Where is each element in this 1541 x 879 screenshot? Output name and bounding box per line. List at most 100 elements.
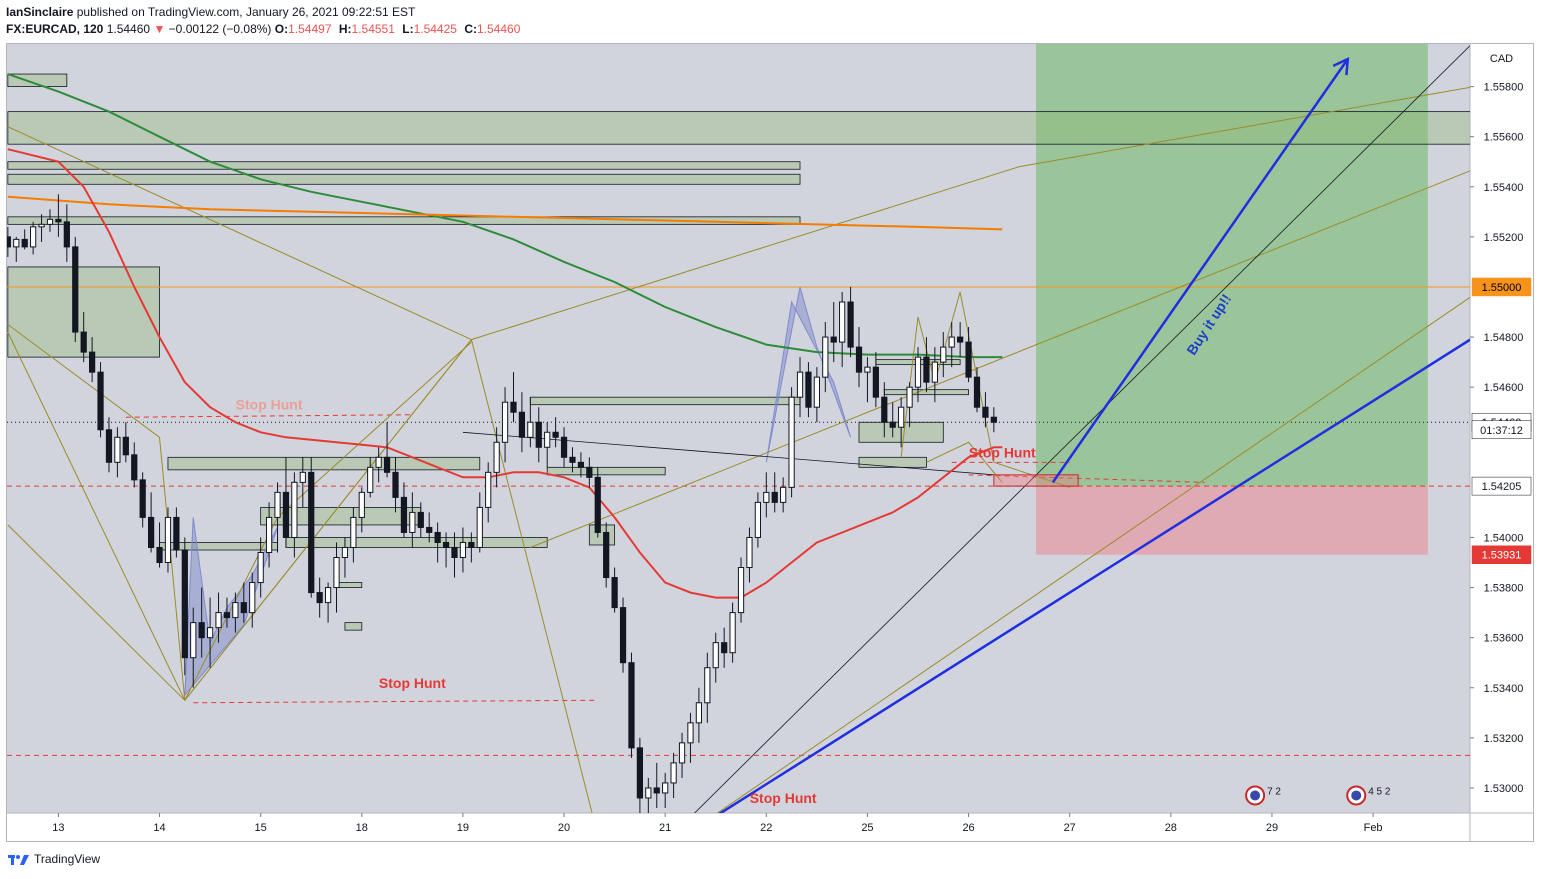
x-tick-label: 22 [760, 822, 772, 834]
candle-body [636, 747, 644, 799]
pattern-line [530, 170, 1470, 548]
candle-body [645, 787, 652, 799]
x-tick-label: 18 [356, 822, 368, 834]
candle-body [721, 642, 728, 654]
candle-body [122, 436, 129, 456]
candle-body [501, 401, 509, 443]
candle-up [695, 687, 703, 743]
price-badge-label: 1.55000 [1482, 282, 1522, 294]
candle-down [417, 502, 424, 538]
candle-body [13, 238, 20, 248]
candle-down [131, 442, 138, 488]
candle-body [965, 341, 972, 378]
candle-down [89, 337, 96, 383]
last-price: 1.54460 [106, 22, 151, 36]
open-label: O: [274, 22, 289, 36]
candle-down [855, 327, 863, 388]
tradingview-logo-icon[interactable] [8, 852, 30, 866]
candle-up [662, 772, 669, 808]
candle-body [678, 742, 686, 764]
sr-zone [7, 216, 801, 225]
candle-up [898, 397, 905, 448]
candle-body [535, 421, 542, 448]
event-flag-inner [1250, 790, 1261, 801]
candle-body [21, 238, 28, 248]
candle-body [510, 401, 517, 413]
candle-body [215, 612, 222, 629]
x-tick-label: 26 [962, 822, 974, 834]
candle-up [914, 347, 922, 403]
candle-body [931, 361, 938, 383]
stop-hunt-label: Stop Hunt [750, 790, 817, 806]
candle-down [80, 312, 87, 363]
currency-label: CAD [1490, 53, 1513, 65]
candle-up [754, 492, 761, 548]
candle-body [628, 662, 635, 749]
candle-down [105, 417, 113, 473]
candle-body [198, 622, 205, 639]
candle-body [350, 516, 357, 548]
candle-down [400, 482, 408, 538]
candle-up [485, 462, 492, 523]
candle-down [198, 587, 205, 658]
candle-body [468, 541, 475, 548]
candle-up [409, 492, 416, 548]
candle-body [63, 221, 70, 248]
candle-body [594, 476, 601, 533]
candle-up [645, 777, 652, 813]
candle-body [46, 218, 54, 225]
candle-body [274, 491, 281, 518]
candle-body [223, 612, 231, 619]
price-badge-box [1471, 277, 1532, 297]
candle-body [147, 516, 155, 548]
time-axis-background [7, 813, 1470, 841]
candle-up [375, 447, 382, 483]
price-badge-label: 01:37:12 [1480, 425, 1523, 437]
candle-up [780, 477, 787, 513]
x-tick-label: 27 [1064, 822, 1076, 834]
candle-down [21, 229, 28, 250]
trend-line-black [462, 431, 994, 476]
sr-zone [285, 537, 548, 548]
author-name[interactable]: IanSinclaire [6, 5, 74, 19]
candle-body [889, 421, 896, 428]
candle-body [451, 546, 458, 559]
candle-body [55, 218, 62, 223]
chart-frame[interactable]: Stop Hunt Stop Hunt Stop Hunt Stop Hunt Buy … [6, 43, 1534, 842]
candle-body [982, 406, 989, 418]
candle-body [324, 587, 332, 604]
candle-up [788, 387, 795, 498]
candle-down [7, 226, 11, 257]
candle-body [872, 366, 879, 398]
harmonic-pattern [765, 286, 852, 463]
candle-up [38, 214, 45, 242]
candle-body [316, 592, 323, 604]
ohlc-line: FX:EURCAD, 120 1.54460 ▼ −0.00122 (−0.08… [6, 22, 524, 36]
candle-body [518, 411, 526, 438]
y-tick-label: 1.53600 [1484, 633, 1524, 645]
sr-zone [344, 622, 363, 631]
candle-body [240, 602, 247, 614]
footer-brand[interactable]: TradingView [34, 852, 101, 866]
candle-up [737, 557, 745, 623]
candle-body [173, 516, 180, 551]
candle-down [552, 417, 559, 448]
candle-body [139, 479, 146, 518]
candle-body [695, 702, 703, 724]
candle-body [603, 531, 610, 579]
price-badge: 1.55000 [1471, 277, 1532, 297]
candle-body [813, 376, 820, 408]
candle-body [265, 516, 273, 553]
candle-body [434, 531, 441, 543]
candle-up [114, 427, 121, 478]
candle-down [282, 457, 290, 548]
candle-body [839, 301, 846, 343]
candle-body [544, 431, 551, 448]
candle-up [796, 357, 804, 418]
candle-body [30, 226, 37, 248]
footer: TradingView [8, 852, 100, 866]
candle-body [485, 471, 492, 508]
candle-down [55, 194, 62, 237]
